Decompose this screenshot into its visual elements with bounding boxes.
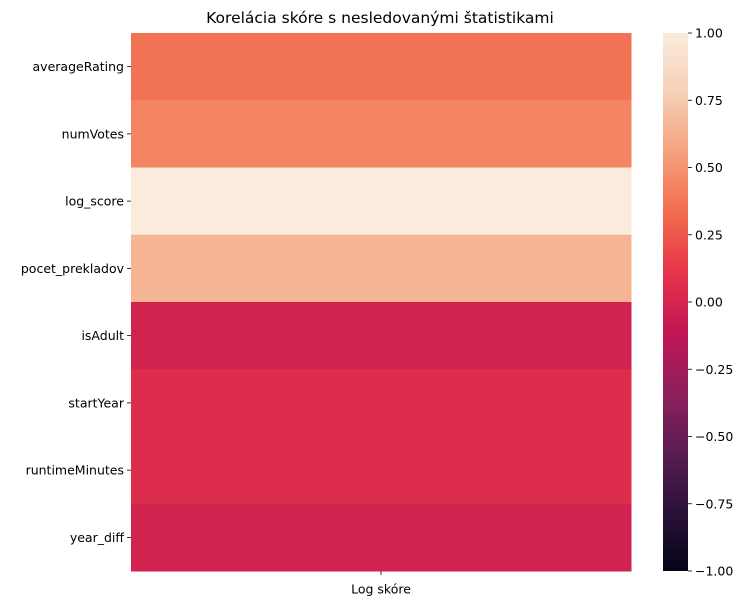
colorbar-tick-label: −0.50 [695, 429, 733, 444]
colorbar-tick-label: −1.00 [695, 564, 733, 579]
heatmap-cells [131, 33, 632, 572]
heatmap-cell-startYear [131, 369, 632, 437]
colorbar: 1.00 0.75 0.50 0.25 0.00 −0.25 −0.50 −0.75 −1.00 [663, 26, 733, 579]
heatmap-cell-log_score [131, 167, 632, 236]
colorbar-tick-label: 0.25 [695, 227, 723, 242]
y-tick-label: numVotes [62, 126, 124, 141]
colorbar-tick-label: 1.00 [695, 26, 723, 41]
heatmap-cell-averageRating [131, 33, 632, 101]
colorbar-gradient [663, 33, 688, 571]
heatmap-cell-pocet_prekladov [131, 234, 632, 303]
x-tick-label: Log skóre [351, 582, 411, 597]
heatmap-cell-isAdult [131, 302, 632, 370]
y-tick-label: averageRating [33, 59, 124, 74]
y-tick-label: pocet_prekladov [21, 261, 125, 276]
y-tick-label: log_score [65, 194, 124, 209]
y-tick-label: runtimeMinutes [26, 463, 124, 478]
y-tick-label: isAdult [81, 328, 124, 343]
y-tick-label: year_diff [70, 530, 125, 545]
colorbar-tick-label: 0.00 [695, 295, 723, 310]
chart-title: Korelácia skóre s nesledovanými štatisti… [206, 9, 554, 27]
heatmap-cell-runtimeMinutes [131, 436, 632, 505]
heatmap-cell-numVotes [131, 100, 632, 168]
colorbar-tick-label: 0.50 [695, 160, 723, 175]
heatmap-cell-year_diff [131, 503, 632, 572]
colorbar-ticks: 1.00 0.75 0.50 0.25 0.00 −0.25 −0.50 −0.75 −1.00 [688, 26, 733, 579]
y-axis: averageRating numVotes log_score pocet_prek… [21, 59, 131, 545]
colorbar-tick-label: −0.75 [695, 496, 733, 511]
x-axis: Log skóre [351, 571, 411, 597]
y-tick-label: startYear [68, 395, 124, 410]
colorbar-tick-label: −0.25 [695, 362, 733, 377]
colorbar-tick-label: 0.75 [695, 93, 723, 108]
